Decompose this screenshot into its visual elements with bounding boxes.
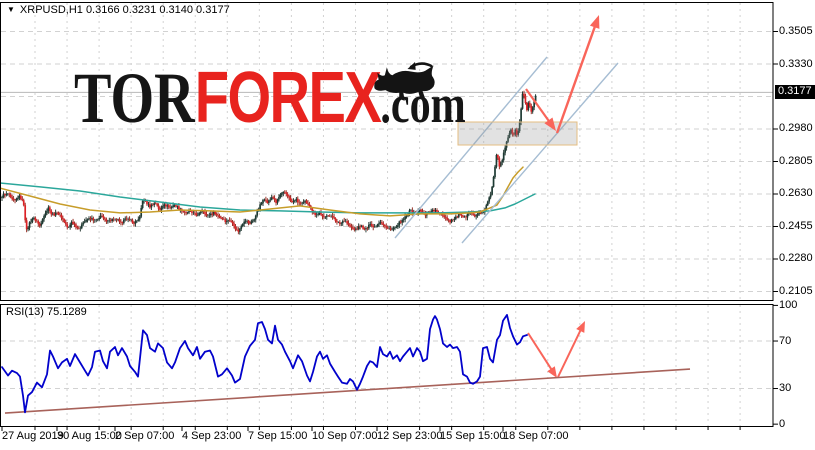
price-axis-label: 0.2280 [779, 252, 813, 265]
date-axis-label: 30 Aug 15:00 [57, 430, 122, 442]
logo-text-forex: FOREX [194, 58, 382, 138]
price-axis-label: 0.3330 [779, 57, 813, 70]
main-panel-border [0, 2, 774, 301]
symbol-dropdown-icon: ▼ [7, 5, 15, 14]
price-axis-label: 0.2980 [779, 122, 813, 135]
rsi-layer [1, 313, 691, 414]
current-price-badge: 0.3177 [775, 85, 815, 99]
date-axis-label: 27 Aug 2019 [2, 430, 64, 442]
trend-channel [394, 56, 619, 244]
axis-ticks [1, 31, 778, 431]
symbol-info: ▼ XRPUSD,H1 0.3166 0.3231 0.3140 0.3177 [7, 4, 230, 16]
date-axis-label: 7 Sep 15:00 [248, 430, 308, 442]
date-axis-label: 4 Sep 23:00 [182, 430, 242, 442]
logo-text-tor: TOR [74, 58, 195, 138]
date-axis-label: 15 Sep 15:00 [440, 430, 506, 442]
bull-icon [374, 62, 435, 101]
rsi-indicator-label: RSI(13) 75.1289 [6, 306, 87, 318]
price-axis-label: 0.2630 [779, 187, 813, 200]
date-axis-label: 2 Sep 07:00 [115, 430, 175, 442]
price-axis-label: 0.2805 [779, 154, 813, 167]
logo-torforex: TOR FOREX .com [74, 58, 466, 138]
date-axis-label: 18 Sep 07:00 [503, 430, 569, 442]
candles-layer [1, 90, 537, 235]
symbol-ohlc-text: XRPUSD,H1 0.3166 0.3231 0.3140 0.3177 [19, 4, 230, 16]
resistance-zone [457, 121, 578, 146]
panel-borders [0, 2, 774, 427]
price-axis-label: 0.2105 [779, 284, 813, 297]
moving-averages [0, 166, 536, 217]
price-axis-label: 0.3505 [779, 25, 813, 37]
price-axis-label: 0.2455 [779, 219, 813, 232]
date-axis-label: 12 Sep 23:00 [377, 430, 443, 442]
rsi-axis-label: 0 [779, 417, 786, 430]
date-axis-label: 10 Sep 07:00 [312, 430, 378, 442]
rsi-axis-label: 70 [779, 334, 792, 347]
rsi-axis-label: 100 [779, 298, 798, 311]
rsi-panel-border [0, 304, 774, 427]
forecast-arrows-main [525, 15, 600, 134]
rsi-axis-label: 30 [779, 382, 792, 395]
gridlines [1, 3, 772, 426]
forecast-arrows-rsi [527, 321, 585, 378]
